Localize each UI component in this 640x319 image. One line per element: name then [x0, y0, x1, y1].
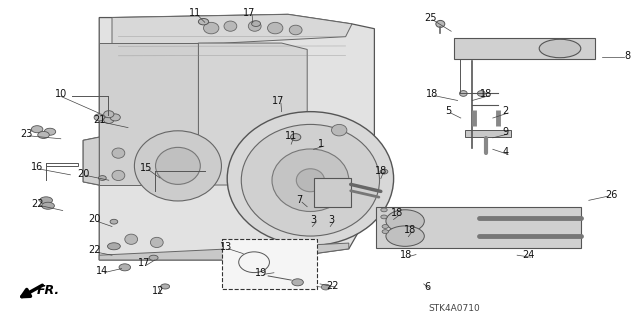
Ellipse shape [204, 22, 219, 34]
Ellipse shape [104, 116, 114, 123]
Text: 12: 12 [152, 286, 164, 296]
Ellipse shape [134, 131, 221, 201]
Text: 20: 20 [77, 169, 90, 179]
Ellipse shape [540, 39, 581, 58]
Ellipse shape [125, 234, 138, 244]
Text: 15: 15 [140, 163, 152, 173]
Text: 2: 2 [502, 106, 509, 116]
Text: 5: 5 [445, 106, 451, 116]
Ellipse shape [104, 111, 114, 118]
Text: 16: 16 [31, 162, 44, 173]
Text: 6: 6 [424, 282, 431, 292]
Ellipse shape [332, 124, 347, 136]
Ellipse shape [227, 112, 394, 246]
Text: 19: 19 [255, 268, 268, 278]
Ellipse shape [380, 169, 388, 174]
Text: STK4A0710: STK4A0710 [429, 304, 480, 313]
Text: 7: 7 [296, 195, 303, 205]
Text: 10: 10 [54, 89, 67, 99]
Ellipse shape [94, 114, 104, 121]
Ellipse shape [108, 243, 120, 250]
Ellipse shape [31, 126, 43, 133]
Ellipse shape [150, 237, 163, 248]
Ellipse shape [252, 21, 260, 26]
Ellipse shape [99, 175, 106, 181]
Ellipse shape [436, 20, 445, 27]
Text: 18: 18 [400, 249, 413, 260]
Polygon shape [198, 43, 307, 185]
Text: 14: 14 [96, 265, 109, 276]
Text: 3: 3 [310, 215, 317, 225]
Ellipse shape [381, 208, 387, 212]
Text: FR.: FR. [37, 285, 60, 297]
Text: 18: 18 [374, 166, 387, 176]
Text: 17: 17 [138, 258, 150, 268]
Ellipse shape [156, 147, 200, 184]
Ellipse shape [119, 264, 131, 271]
Ellipse shape [44, 128, 56, 135]
Polygon shape [83, 14, 374, 260]
Polygon shape [99, 243, 349, 260]
Text: 13: 13 [220, 242, 232, 252]
Ellipse shape [241, 124, 380, 236]
Ellipse shape [382, 225, 388, 228]
Ellipse shape [386, 226, 424, 246]
Text: 11: 11 [285, 130, 298, 141]
Ellipse shape [381, 215, 387, 219]
Ellipse shape [112, 148, 125, 158]
Ellipse shape [110, 219, 118, 224]
Text: 11: 11 [189, 8, 202, 19]
Text: 4: 4 [502, 147, 509, 158]
Text: 22: 22 [88, 245, 101, 256]
Text: 26: 26 [605, 189, 618, 200]
Ellipse shape [268, 22, 283, 34]
Bar [454, 38, 595, 59]
Ellipse shape [382, 230, 388, 234]
Polygon shape [112, 14, 352, 45]
Ellipse shape [42, 202, 54, 209]
Text: 24: 24 [522, 250, 534, 260]
Ellipse shape [38, 131, 49, 138]
Ellipse shape [112, 170, 125, 181]
Text: 18: 18 [390, 208, 403, 218]
Ellipse shape [198, 19, 209, 25]
Ellipse shape [248, 21, 261, 31]
Bar [376, 207, 581, 248]
Text: 25: 25 [424, 12, 436, 23]
Text: 22: 22 [31, 198, 44, 209]
Text: 20: 20 [88, 214, 101, 225]
Ellipse shape [321, 284, 330, 290]
Ellipse shape [460, 91, 467, 96]
Ellipse shape [289, 25, 302, 35]
Ellipse shape [110, 114, 120, 121]
Text: 17: 17 [243, 8, 256, 19]
Ellipse shape [272, 149, 349, 211]
Ellipse shape [224, 21, 237, 31]
Ellipse shape [291, 134, 301, 141]
Text: 23: 23 [20, 129, 33, 139]
Bar [222, 239, 317, 289]
Polygon shape [83, 137, 99, 185]
Text: 8: 8 [624, 51, 630, 61]
Ellipse shape [40, 197, 52, 204]
Text: 18: 18 [480, 89, 493, 99]
Ellipse shape [477, 91, 485, 96]
Bar [314, 178, 351, 207]
Ellipse shape [161, 284, 170, 289]
Text: 9: 9 [502, 127, 509, 137]
Ellipse shape [296, 169, 324, 192]
Ellipse shape [292, 279, 303, 286]
Ellipse shape [386, 210, 424, 232]
Text: 1: 1 [318, 139, 324, 149]
Text: 18: 18 [403, 225, 416, 235]
Polygon shape [99, 43, 198, 185]
Ellipse shape [149, 255, 158, 260]
Bar [465, 130, 511, 137]
Text: 18: 18 [426, 89, 438, 99]
Text: 22: 22 [326, 280, 339, 291]
Text: 3: 3 [328, 215, 334, 225]
Text: 17: 17 [272, 96, 285, 107]
Text: 21: 21 [93, 115, 106, 125]
